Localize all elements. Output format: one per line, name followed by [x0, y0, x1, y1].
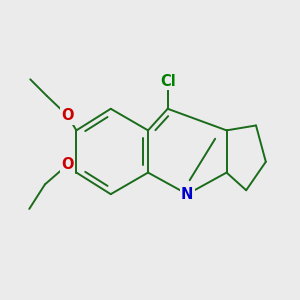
Text: O: O	[61, 157, 74, 172]
Text: Cl: Cl	[160, 74, 176, 89]
Text: O: O	[61, 108, 74, 123]
Text: N: N	[181, 187, 194, 202]
